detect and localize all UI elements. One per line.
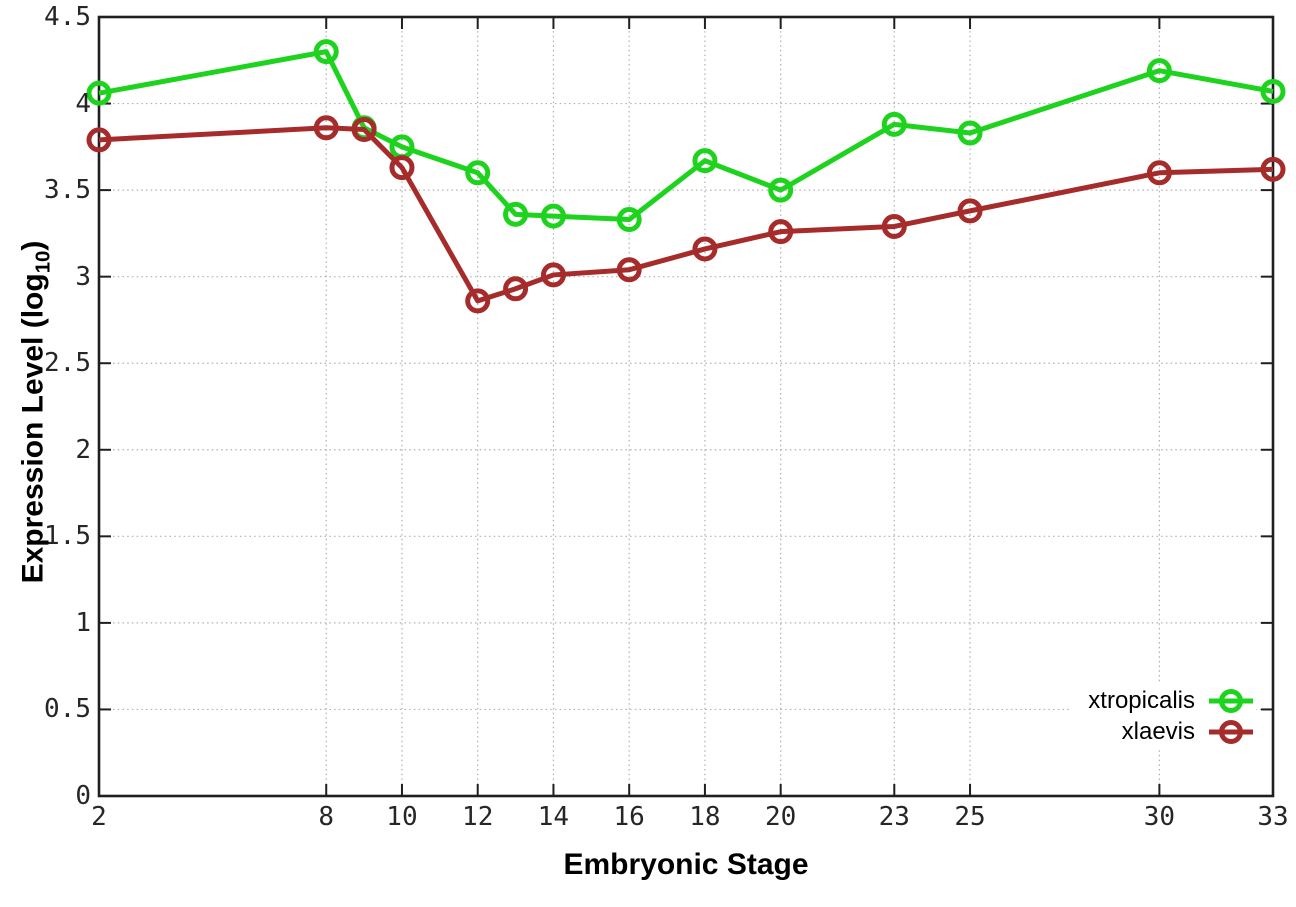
data-point-xtropicalis [1260,78,1286,104]
data-point-xlaevis [1260,156,1286,182]
data-point-xlaevis [313,115,339,141]
data-point-xlaevis [389,155,415,181]
legend-label: xlaevis [1121,718,1195,745]
data-point-xlaevis [881,213,907,239]
data-point-xlaevis [692,236,718,262]
y-axis-title-suffix: ) [16,240,50,251]
y-axis-title-text: Expression Level (log [16,273,50,584]
data-point-xtropicalis [86,80,112,106]
data-point-xtropicalis [540,203,566,229]
series-line-xtropicalis [98,49,1274,223]
x-tick-label: 2 [91,802,107,832]
data-point-xtropicalis [313,39,339,65]
legend-item-xlaevis: xlaevis [1088,716,1254,747]
data-point-xlaevis [540,262,566,288]
y-axis-title-subscript: 10 [32,250,55,274]
y-tick-label: 1 [75,607,91,638]
y-tick-label: 1.5 [44,521,91,552]
plot-border [97,15,1275,798]
x-tick-label: 25 [954,802,986,832]
data-point-xtropicalis [881,111,907,137]
y-tick-label: 3 [75,261,91,292]
y-tick-label: 2 [75,434,91,465]
x-tick-label: 33 [1257,802,1289,832]
series-line-xlaevis [98,125,1274,304]
y-axis-title: Expression Level (log10) [17,241,56,584]
x-tick-label: 8 [318,802,335,832]
data-point-xlaevis [351,117,377,143]
legend-line-marker-icon [1209,688,1253,713]
legend: xtropicalis xlaevis [1072,684,1256,748]
data-point-xlaevis [1146,160,1172,186]
data-point-xlaevis [465,288,491,314]
x-axis-title: Embryonic Stage [563,848,809,881]
legend-label: xtropicalis [1088,687,1195,714]
x-tick-label: 23 [878,802,910,832]
x-tick-label: 20 [765,802,797,832]
x-tick-label: 14 [537,802,570,832]
data-point-xtropicalis [692,148,718,174]
data-point-xtropicalis [1146,58,1172,84]
x-tick-label: 30 [1143,802,1176,832]
data-point-xtropicalis [616,207,642,233]
data-point-xtropicalis [768,177,794,203]
legend-line-marker-icon [1209,719,1253,744]
x-tick-label: 18 [689,802,721,832]
data-point-xtropicalis [465,160,491,186]
x-tick-label: 10 [386,802,418,832]
data-point-xlaevis [957,198,983,224]
data-point-xtropicalis [503,201,529,227]
data-point-xlaevis [768,219,794,245]
data-point-xlaevis [86,127,112,153]
x-tick-label: 12 [462,802,494,832]
data-point-xlaevis [503,276,529,302]
data-point-xlaevis [616,257,642,283]
y-tick-label: 0.5 [44,694,91,725]
y-tick-label: 4 [75,88,91,119]
y-tick-label: 2.5 [44,348,91,379]
y-tick-label: 0 [75,781,91,811]
data-point-xtropicalis [957,120,983,146]
legend-item-xtropicalis: xtropicalis [1088,685,1254,716]
y-tick-label: 4.5 [44,2,91,32]
x-tick-label: 16 [613,802,645,832]
y-tick-label: 3.5 [44,175,91,206]
